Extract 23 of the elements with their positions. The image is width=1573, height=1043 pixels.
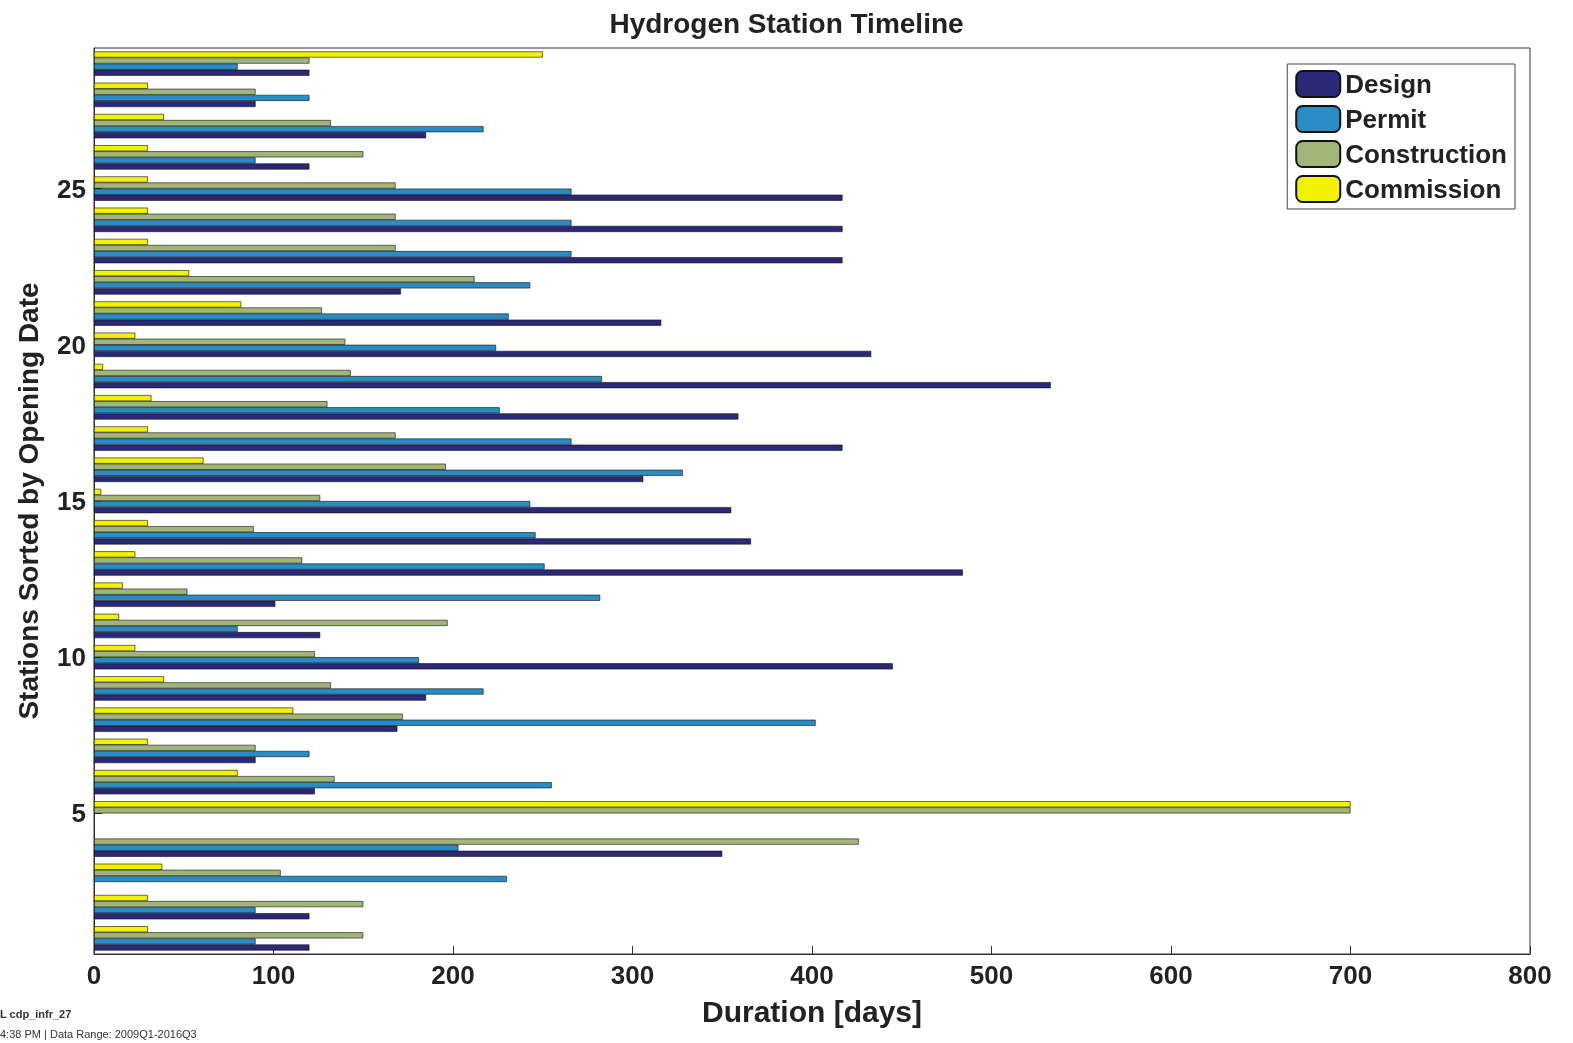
x-tick-label: 100 [251, 960, 296, 990]
y-axis-title: Stations Sorted by Opening Date [12, 282, 44, 720]
y-tick-label: 15 [57, 486, 86, 516]
legend-label: Permit [1345, 104, 1427, 134]
x-axis-title: Duration [days] [701, 994, 923, 1028]
y-tick-label: 25 [57, 173, 86, 204]
x-tick-label: 200 [431, 960, 475, 990]
legend-label: Commission [1345, 174, 1502, 204]
legend-label: Design [1345, 69, 1432, 99]
x-tick-label: 800 [1508, 960, 1552, 990]
chart-title: Hydrogen Station Timeline [609, 7, 964, 39]
x-tick-label: 700 [1328, 960, 1373, 990]
x-tick-label: 500 [969, 960, 1014, 990]
text: 4:38 PM | Data Range: 2009Q1-2016Q3 [0, 1027, 197, 1040]
legend-label: Construction [1345, 139, 1507, 169]
x-tick-label: 600 [1149, 960, 1193, 990]
text: L cdp_infr_27 [0, 1007, 72, 1020]
y-tick-label: 5 [71, 798, 86, 829]
y-tick-label: 10 [57, 642, 86, 673]
y-tick-label: 20 [57, 329, 86, 360]
x-tick-label: 0 [86, 960, 102, 990]
x-tick-label: 300 [610, 960, 655, 990]
x-tick-label: 400 [790, 960, 834, 990]
